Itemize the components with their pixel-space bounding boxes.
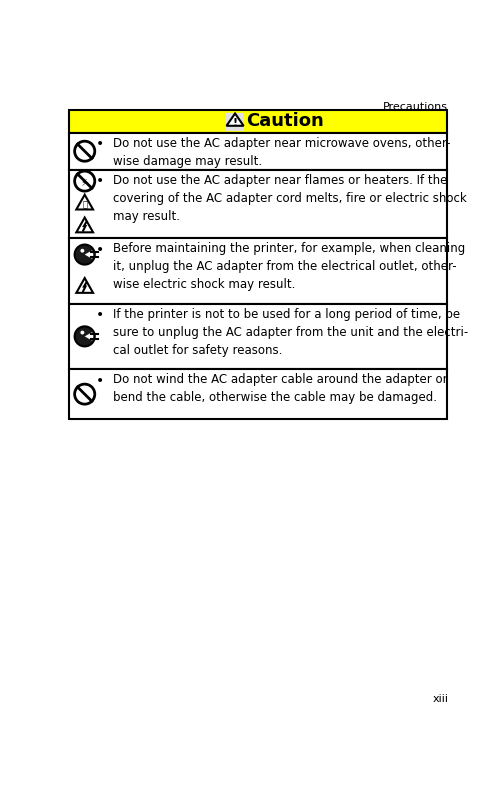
- Bar: [69, 239, 448, 304]
- Text: •: •: [96, 308, 104, 322]
- Text: •: •: [96, 373, 104, 388]
- Text: !: !: [232, 118, 237, 128]
- Polygon shape: [76, 195, 93, 210]
- Text: Precautions: Precautions: [383, 102, 448, 112]
- Text: Caution: Caution: [246, 113, 324, 130]
- Text: 🔥: 🔥: [82, 200, 87, 209]
- Bar: [69, 132, 448, 170]
- Text: Do not use the AC adapter near flames or heaters. If the
covering of the AC adap: Do not use the AC adapter near flames or…: [113, 173, 467, 223]
- Polygon shape: [76, 278, 93, 293]
- Bar: [69, 170, 448, 239]
- Bar: [69, 109, 448, 132]
- Polygon shape: [76, 218, 93, 232]
- Circle shape: [75, 326, 95, 346]
- Circle shape: [81, 249, 84, 253]
- Text: If the printer is not to be used for a long period of time, be
sure to unplug th: If the printer is not to be used for a l…: [113, 307, 469, 357]
- Text: xiii: xiii: [432, 694, 448, 704]
- Text: •: •: [96, 137, 104, 152]
- Bar: [69, 304, 448, 369]
- Polygon shape: [226, 113, 243, 126]
- Wedge shape: [85, 332, 93, 341]
- Text: Before maintaining the printer, for example, when cleaning
it, unplug the AC ada: Before maintaining the printer, for exam…: [113, 242, 466, 291]
- Circle shape: [81, 330, 84, 334]
- Bar: [69, 369, 448, 419]
- Text: Do not wind the AC adapter cable around the adapter or
bend the cable, otherwise: Do not wind the AC adapter cable around …: [113, 373, 448, 404]
- Bar: [226, 113, 244, 131]
- Wedge shape: [85, 251, 93, 259]
- Text: •: •: [96, 174, 104, 188]
- Circle shape: [75, 244, 95, 265]
- Text: •: •: [96, 243, 104, 257]
- Text: Do not use the AC adapter near microwave ovens, other-
wise damage may result.: Do not use the AC adapter near microwave…: [113, 136, 451, 168]
- Text: ⚡: ⚡: [80, 178, 87, 188]
